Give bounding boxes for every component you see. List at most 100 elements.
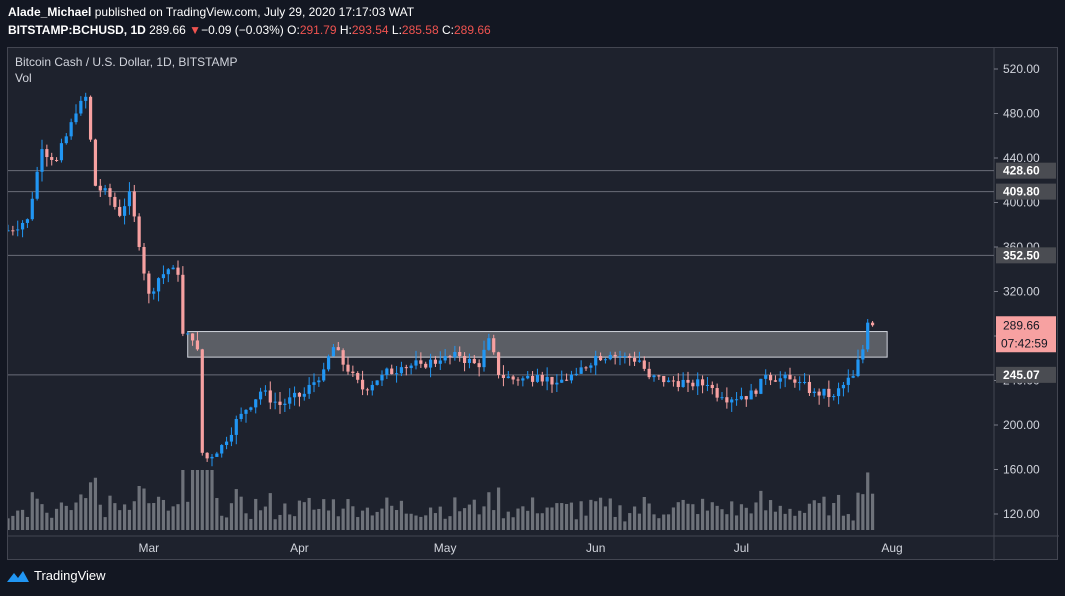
candle-body: [215, 453, 219, 457]
volume-bar: [176, 504, 180, 530]
volume-bar: [127, 509, 132, 530]
volume-bar: [224, 517, 229, 530]
candle-body: [535, 374, 540, 382]
candle-body: [511, 376, 515, 380]
price-tick-label: 120.00: [1003, 507, 1040, 521]
candle-body: [108, 188, 112, 197]
volume-bar: [603, 506, 608, 530]
candle-body: [351, 371, 355, 373]
candle-body: [239, 413, 243, 420]
volume-bar: [200, 470, 204, 530]
candle-body: [564, 379, 569, 381]
volume-bar: [365, 507, 370, 530]
candle-body: [317, 380, 321, 383]
volume-bar: [764, 510, 768, 530]
candle-body: [88, 96, 93, 140]
volume-bar: [628, 513, 632, 530]
candle-body: [676, 381, 680, 387]
price-tick-label: 480.00: [1003, 107, 1040, 121]
volume-bar: [768, 500, 773, 530]
volume-bar: [730, 501, 734, 530]
volume-bar: [652, 514, 656, 530]
candle-body: [545, 376, 549, 382]
price-chart[interactable]: 120.00160.00200.00240.00280.00320.00360.…: [8, 48, 1059, 561]
candle-body: [506, 376, 510, 379]
volume-bar: [98, 504, 102, 530]
volume-bar: [802, 512, 807, 530]
publish-text: published on TradingView.com, July 29, 2…: [94, 5, 415, 19]
candle-body: [671, 380, 676, 382]
volume-bar: [346, 499, 350, 530]
volume-bar: [443, 518, 447, 530]
candle-body: [482, 349, 486, 368]
volume-bar: [725, 514, 729, 530]
candle-body: [127, 191, 132, 207]
volume-bar: [249, 518, 253, 530]
candle-body: [84, 96, 88, 101]
candle-body: [438, 360, 442, 364]
candle-body: [462, 356, 467, 363]
candle-body: [331, 347, 336, 357]
volume-bar: [710, 502, 714, 530]
volume-bar: [69, 510, 73, 530]
candle-body: [370, 384, 374, 391]
candle-body: [574, 373, 578, 375]
volume-bar: [428, 507, 433, 530]
volume-bar: [759, 490, 763, 530]
candle-body: [623, 356, 627, 358]
chart-pane[interactable]: 120.00160.00200.00240.00280.00320.00360.…: [7, 47, 1059, 561]
volume-bar: [487, 492, 491, 530]
candle-body: [734, 399, 739, 401]
candle-body: [93, 139, 98, 186]
volume-bar: [181, 470, 185, 530]
candle-body: [399, 367, 404, 374]
volume-bar: [30, 492, 34, 530]
candle-body: [846, 377, 850, 385]
candle-body: [74, 113, 78, 123]
candle-body: [594, 356, 598, 366]
author-name[interactable]: Alade_Michael: [8, 5, 92, 19]
volume-bar: [637, 513, 642, 530]
time-tick-label: Aug: [881, 541, 902, 555]
candle-body: [365, 389, 370, 391]
candle-body: [603, 359, 608, 361]
price-change: −0.09 (−0.03%): [201, 23, 284, 37]
volume-bar: [579, 501, 583, 530]
candle-body: [409, 365, 413, 369]
candle-body: [142, 247, 146, 274]
volume-bar: [540, 513, 544, 530]
candle-body: [744, 396, 748, 400]
volume-bar: [195, 470, 200, 530]
candle-body: [404, 367, 408, 369]
candle-body: [113, 196, 117, 207]
volume-bar: [734, 515, 739, 530]
candle-body: [69, 122, 73, 137]
volume-bar: [171, 506, 175, 530]
tradingview-logo[interactable]: TradingView: [6, 568, 106, 583]
candle-body: [45, 149, 49, 158]
volume-bar: [516, 508, 520, 530]
volume-bar: [676, 502, 680, 530]
volume-bar: [108, 495, 112, 530]
volume-bar: [317, 508, 321, 530]
candle-body: [773, 380, 778, 382]
candle-body: [385, 368, 389, 375]
candle-body: [278, 401, 282, 405]
candle-body: [20, 222, 25, 230]
volume-bar: [50, 517, 54, 530]
price-tick-label: 520.00: [1003, 62, 1040, 76]
candle-body: [326, 356, 331, 370]
candle-body: [166, 269, 170, 275]
volume-bar: [288, 514, 292, 530]
volume-bar: [35, 498, 39, 530]
volume-bar: [375, 511, 379, 530]
candle-body: [749, 390, 753, 400]
volume-bar: [448, 516, 452, 530]
volume-bar: [700, 498, 705, 530]
volume-bar: [501, 518, 506, 530]
volume-bar: [307, 497, 311, 530]
volume-bar: [681, 499, 685, 530]
candle-body: [700, 379, 705, 386]
volume-bar: [477, 514, 481, 530]
candle-body: [210, 456, 214, 459]
